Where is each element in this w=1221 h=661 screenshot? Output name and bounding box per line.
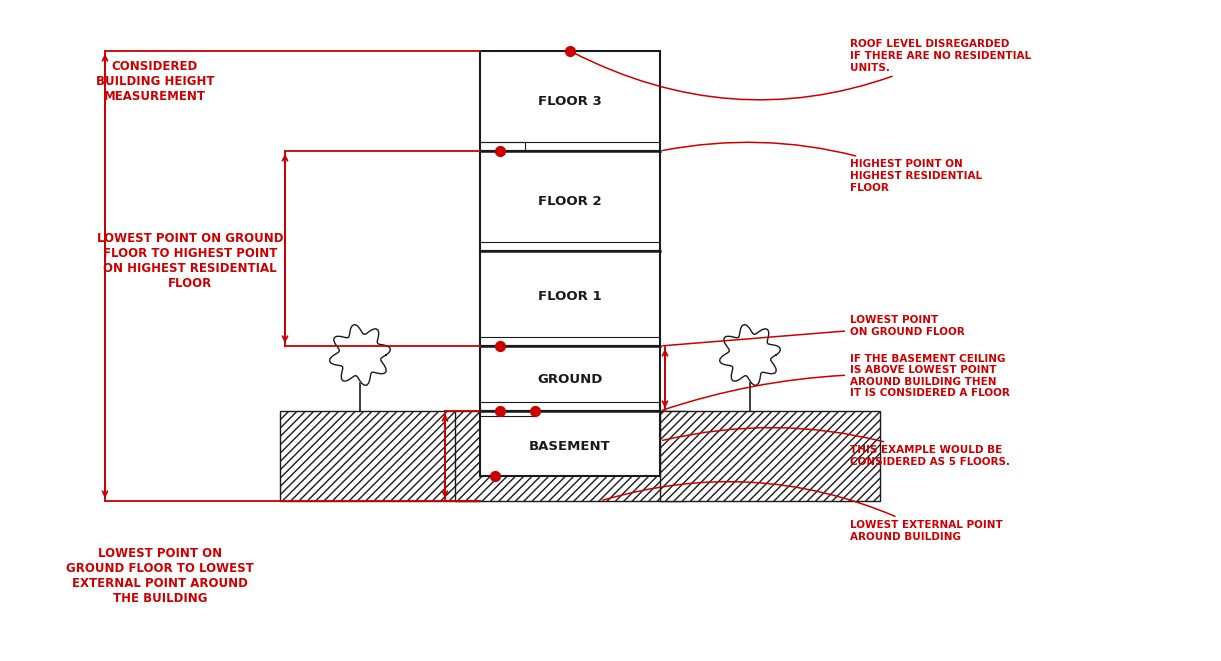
Bar (480, 51, 661, 151)
Bar (480, 346, 661, 411)
Polygon shape (719, 325, 780, 385)
Bar (480, 151, 661, 251)
Point (491, 145, 510, 156)
Bar (280, 411, 480, 501)
Text: FLOOR 1: FLOOR 1 (538, 290, 602, 303)
Polygon shape (330, 325, 391, 385)
Point (491, 340, 510, 351)
Text: LOWEST POINT ON
GROUND FLOOR TO LOWEST
EXTERNAL POINT AROUND
THE BUILDING: LOWEST POINT ON GROUND FLOOR TO LOWEST E… (66, 547, 254, 605)
Point (525, 406, 545, 416)
Text: CONSIDERED
BUILDING HEIGHT
MEASUREMENT: CONSIDERED BUILDING HEIGHT MEASUREMENT (95, 59, 214, 102)
Text: LOWEST POINT ON GROUND
FLOOR TO HIGHEST POINT
ON HIGHEST RESIDENTIAL
FLOOR: LOWEST POINT ON GROUND FLOOR TO HIGHEST … (96, 232, 283, 290)
Text: LOWEST POINT
ON GROUND FLOOR: LOWEST POINT ON GROUND FLOOR (663, 315, 965, 346)
Bar (661, 411, 880, 501)
Text: FLOOR 3: FLOOR 3 (538, 95, 602, 108)
Bar (455, 411, 685, 501)
Text: ROOF LEVEL DISREGARDED
IF THERE ARE NO RESIDENTIAL
UNITS.: ROOF LEVEL DISREGARDED IF THERE ARE NO R… (573, 40, 1031, 100)
Text: FLOOR 2: FLOOR 2 (538, 194, 602, 208)
Text: HIGHEST POINT ON
HIGHEST RESIDENTIAL
FLOOR: HIGHEST POINT ON HIGHEST RESIDENTIAL FLO… (663, 142, 982, 192)
Text: THIS EXAMPLE WOULD BE
CONSIDERED AS 5 FLOORS.: THIS EXAMPLE WOULD BE CONSIDERED AS 5 FL… (663, 428, 1010, 467)
Text: BASEMENT: BASEMENT (529, 440, 610, 453)
Point (491, 406, 510, 416)
Bar (480, 411, 661, 476)
Text: IF THE BASEMENT CEILING
IS ABOVE LOWEST POINT
AROUND BUILDING THEN
IT IS CONSIDE: IF THE BASEMENT CEILING IS ABOVE LOWEST … (663, 354, 1010, 410)
Text: GROUND: GROUND (537, 373, 603, 385)
Point (560, 46, 580, 56)
Text: LOWEST EXTERNAL POINT
AROUND BUILDING: LOWEST EXTERNAL POINT AROUND BUILDING (603, 482, 1002, 542)
Bar (480, 251, 661, 346)
Point (485, 471, 504, 481)
